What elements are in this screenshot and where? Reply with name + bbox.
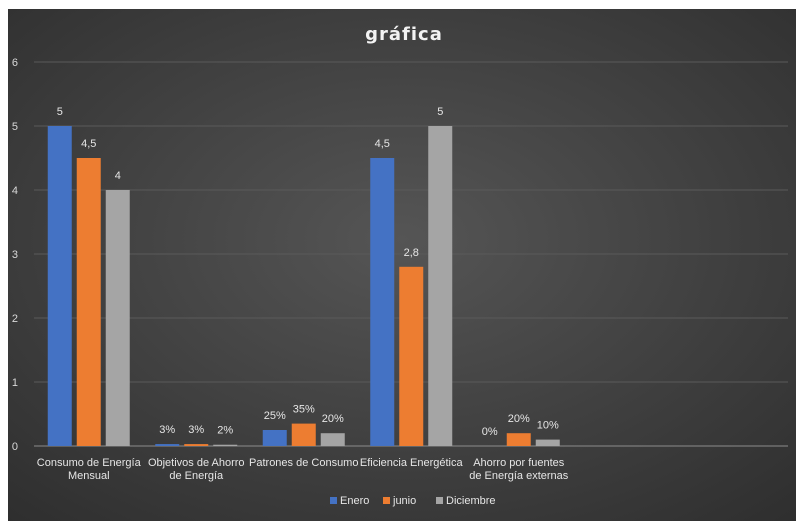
bar-junio-0 bbox=[76, 158, 101, 446]
data-label: 25% bbox=[264, 410, 286, 422]
bar-enero-1 bbox=[155, 444, 180, 446]
category-label: Ahorro por fuentes bbox=[473, 457, 565, 469]
bar-junio-4 bbox=[506, 433, 531, 446]
legend: Enero junio Diciembre bbox=[330, 495, 496, 507]
data-label: 5 bbox=[437, 106, 443, 118]
bar-diciembre-0 bbox=[105, 190, 130, 446]
legend-swatch bbox=[436, 497, 443, 504]
legend-entry: Enero bbox=[340, 495, 369, 507]
category-label: Patrones de Consumo bbox=[249, 457, 358, 469]
data-label: 0% bbox=[482, 426, 498, 438]
legend-entry: junio bbox=[392, 495, 416, 507]
bar-diciembre-3 bbox=[428, 126, 453, 446]
chart-title: gráfica bbox=[365, 24, 443, 45]
y-tick-label: 5 bbox=[12, 121, 18, 133]
data-label: 35% bbox=[293, 404, 315, 416]
bar-enero-0 bbox=[47, 126, 72, 446]
y-tick-label: 3 bbox=[12, 249, 18, 261]
y-tick-label: 6 bbox=[12, 57, 18, 69]
y-tick-label: 1 bbox=[12, 377, 18, 389]
chart-area: gráfica 0 1 2 3 4 5 6 5 4,5 4 3% 3% 2% 25% 35% 20% 4,5 2… bbox=[8, 9, 796, 521]
data-labels: 5 4,5 4 3% 3% 2% 25% 35% 20% 4,5 2,8 5 0% 20% 10% bbox=[57, 106, 559, 438]
category-label: de Energía bbox=[169, 470, 224, 482]
data-label: 20% bbox=[508, 413, 530, 425]
category-label: Objetivos de Ahorro bbox=[148, 457, 245, 469]
bar-enero-2 bbox=[262, 430, 287, 446]
y-tick-label: 0 bbox=[12, 441, 18, 453]
bar-junio-2 bbox=[291, 423, 316, 446]
data-label: 4,5 bbox=[81, 138, 96, 150]
data-label: 3% bbox=[159, 424, 175, 436]
y-tick-label: 2 bbox=[12, 313, 18, 325]
category-label: de Energía externas bbox=[469, 470, 569, 482]
bar-diciembre-1 bbox=[213, 444, 238, 446]
bar-chart: gráfica 0 1 2 3 4 5 6 5 4,5 4 3% 3% 2% 25% 35% 20% 4,5 2… bbox=[8, 9, 796, 521]
data-label: 2,8 bbox=[404, 247, 419, 259]
bars bbox=[47, 126, 560, 446]
legend-swatch bbox=[330, 497, 337, 504]
bar-enero-3 bbox=[370, 158, 395, 446]
bar-diciembre-2 bbox=[320, 433, 345, 446]
category-label: Consumo de Energía bbox=[37, 457, 142, 469]
data-label: 2% bbox=[217, 425, 233, 437]
data-label: 20% bbox=[322, 413, 344, 425]
data-label: 4,5 bbox=[375, 138, 390, 150]
bar-junio-1 bbox=[184, 444, 209, 446]
y-axis-ticks: 0 1 2 3 4 5 6 bbox=[12, 57, 18, 453]
category-label: Eficiencia Energética bbox=[360, 457, 464, 469]
legend-swatch bbox=[383, 497, 390, 504]
legend-entry: Diciembre bbox=[446, 495, 496, 507]
bar-diciembre-4 bbox=[535, 439, 560, 446]
data-label: 10% bbox=[537, 420, 559, 432]
data-label: 4 bbox=[115, 170, 121, 182]
bar-junio-3 bbox=[399, 266, 424, 446]
y-tick-label: 4 bbox=[12, 185, 18, 197]
data-label: 3% bbox=[188, 424, 204, 436]
category-label: Mensual bbox=[68, 470, 110, 482]
data-label: 5 bbox=[57, 106, 63, 118]
